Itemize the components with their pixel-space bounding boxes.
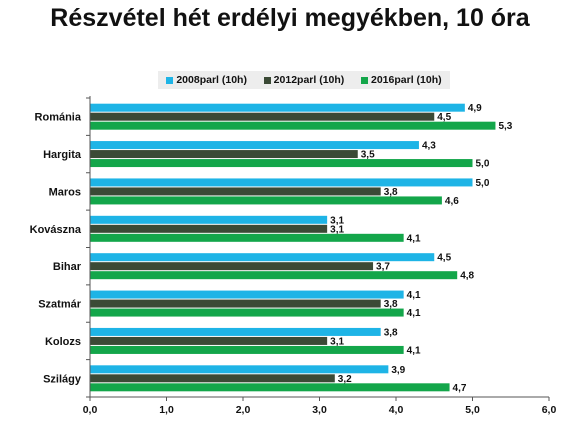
bar-s1-cat-6: [90, 336, 328, 345]
bar-s1-cat-7: [90, 374, 335, 383]
data-label-s2-cat-1: 5,0: [476, 159, 490, 170]
data-label-s1-cat-1: 3,5: [361, 150, 375, 161]
bar-s1-cat-4: [90, 262, 374, 271]
bar-s2-cat-5: [90, 308, 404, 317]
chart-title: Részvétel hét erdélyi megyékben, 10 óra: [50, 4, 530, 32]
legend-item-2016: 2016parl (10h): [361, 74, 442, 86]
data-label-s0-cat-6: 3,8: [384, 327, 398, 338]
bar-s2-cat-4: [90, 271, 458, 280]
bar-s1-cat-0: [90, 112, 435, 121]
data-label-s2-cat-5: 4,1: [407, 308, 421, 319]
data-label-s2-cat-6: 4,1: [407, 345, 421, 356]
bar-s2-cat-0: [90, 121, 496, 130]
bar-s0-cat-3: [90, 215, 328, 224]
bar-s0-cat-4: [90, 253, 435, 262]
data-label-s0-cat-4: 4,5: [437, 253, 451, 264]
legend-swatch-2016: [361, 76, 368, 84]
category-label-cat-4: Bihar: [53, 261, 82, 273]
data-label-s2-cat-4: 4,8: [460, 271, 474, 282]
data-label-s0-cat-7: 3,9: [391, 365, 405, 376]
bar-s1-cat-5: [90, 299, 381, 308]
legend: 2008parl (10h) 2012parl (10h) 2016parl (…: [158, 71, 450, 89]
x-tick-label-3: 3,0: [312, 404, 327, 416]
bar-s0-cat-7: [90, 365, 389, 374]
category-label-cat-1: Hargita: [43, 149, 82, 161]
bar-s2-cat-3: [90, 233, 404, 242]
legend-swatch-2012: [263, 76, 271, 84]
data-label-s1-cat-2: 3,8: [384, 187, 398, 198]
data-label-s0-cat-2: 5,0: [476, 178, 490, 189]
bar-s0-cat-5: [90, 290, 404, 299]
data-label-s0-cat-3: 3,1: [330, 215, 344, 226]
bar-s0-cat-2: [90, 178, 473, 187]
data-label-s1-cat-0: 4,5: [437, 112, 451, 123]
category-label-cat-5: Szatmár: [38, 299, 82, 311]
data-label-s1-cat-7: 3,2: [338, 374, 352, 385]
data-label-s2-cat-2: 4,6: [445, 196, 459, 207]
x-tick-label-4: 4,0: [389, 404, 404, 416]
legend-label-2016: 2016parl (10h): [371, 74, 442, 86]
data-label-s2-cat-7: 4,7: [453, 383, 467, 394]
bar-s0-cat-0: [90, 103, 465, 112]
data-label-s1-cat-6: 3,1: [330, 336, 344, 347]
data-label-s1-cat-3: 3,1: [330, 224, 344, 235]
bar-s0-cat-6: [90, 327, 381, 336]
bar-s1-cat-3: [90, 224, 328, 233]
x-tick-label-2: 2,0: [236, 404, 251, 416]
bar-s1-cat-1: [90, 150, 358, 159]
bar-s0-cat-1: [90, 141, 419, 150]
data-label-s2-cat-3: 4,1: [407, 233, 421, 244]
category-label-cat-3: Kovászna: [30, 224, 82, 236]
legend-item-2008: 2008parl (10h): [166, 74, 247, 86]
data-label-s0-cat-5: 4,1: [407, 290, 421, 301]
category-label-cat-2: Maros: [49, 186, 81, 198]
category-label-cat-6: Kolozs: [45, 336, 81, 348]
bar-s2-cat-7: [90, 383, 450, 392]
x-tick-label-5: 5,0: [465, 404, 480, 416]
legend-label-2012: 2012parl (10h): [273, 74, 345, 86]
x-tick-label-6: 6,0: [542, 404, 557, 416]
x-tick-label-0: 0,0: [83, 404, 98, 416]
x-tick-label-1: 1,0: [159, 404, 174, 416]
data-label-s1-cat-4: 3,7: [376, 262, 390, 273]
data-label-s0-cat-1: 4,3: [422, 141, 436, 152]
bar-s2-cat-2: [90, 196, 442, 205]
legend-item-2012: 2012parl (10h): [263, 74, 345, 86]
bar-s2-cat-6: [90, 345, 404, 354]
bar-s1-cat-2: [90, 187, 381, 196]
category-label-cat-7: Szilágy: [43, 373, 82, 385]
data-label-s1-cat-5: 3,8: [384, 299, 398, 310]
data-label-s2-cat-0: 5,3: [498, 121, 512, 132]
bar-s2-cat-1: [90, 159, 473, 168]
legend-label-2008: 2008parl (10h): [176, 74, 247, 86]
legend-swatch-2008: [166, 76, 174, 84]
data-label-s0-cat-0: 4,9: [468, 103, 482, 114]
category-label-cat-0: Románia: [35, 112, 82, 124]
